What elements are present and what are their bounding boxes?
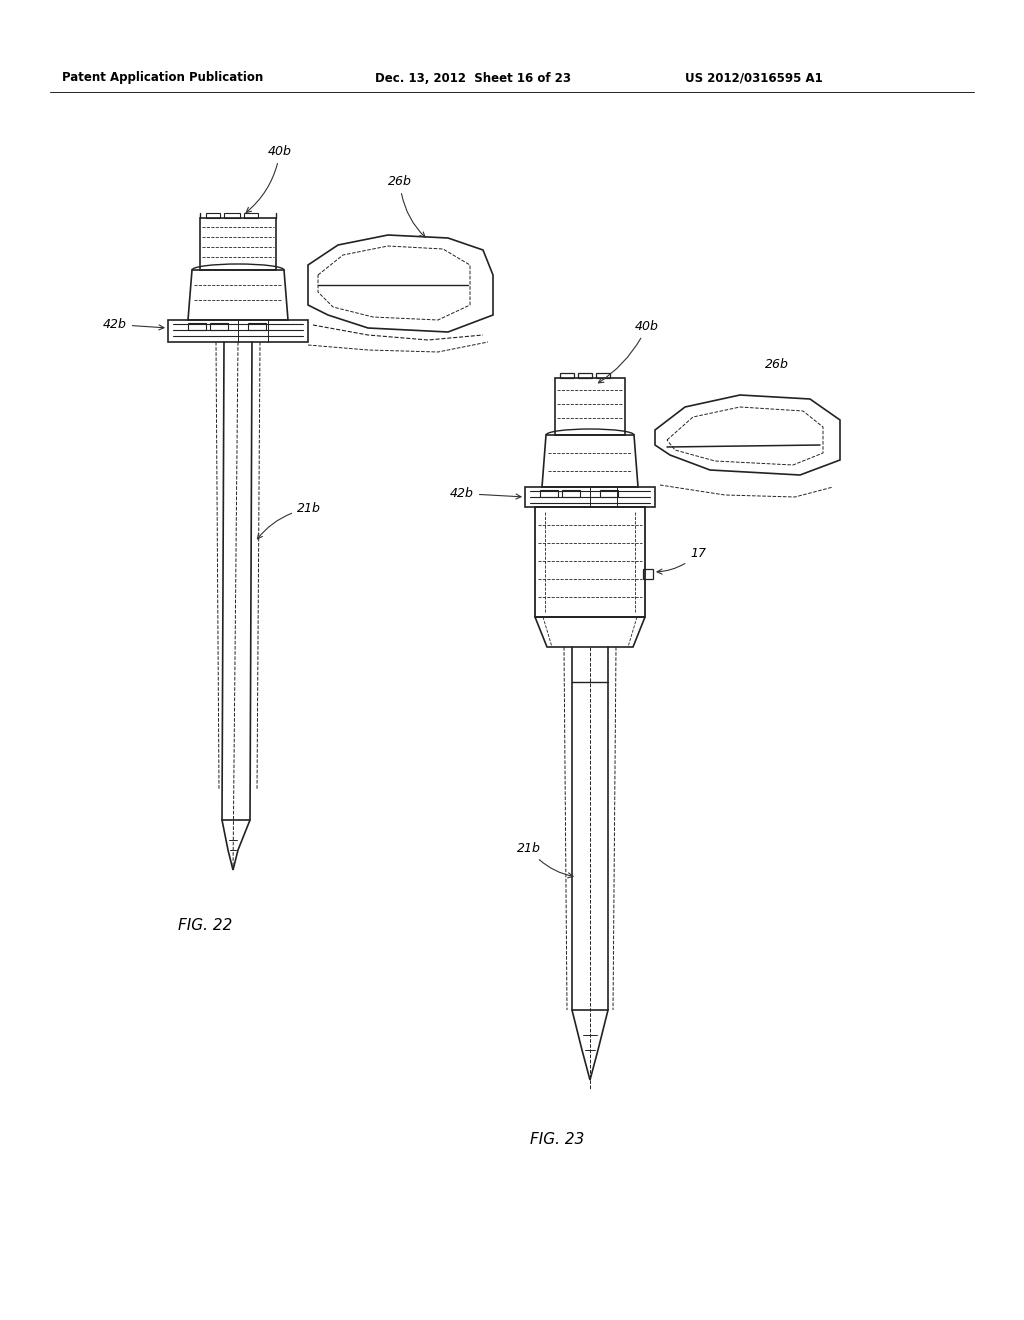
Text: Dec. 13, 2012  Sheet 16 of 23: Dec. 13, 2012 Sheet 16 of 23 [375, 71, 571, 84]
Text: 42b: 42b [450, 487, 521, 500]
Text: FIG. 22: FIG. 22 [178, 917, 232, 932]
Text: 40b: 40b [598, 319, 658, 383]
Text: 17: 17 [657, 546, 706, 574]
Text: 21b: 21b [257, 502, 321, 539]
Text: 26b: 26b [765, 359, 788, 371]
Text: 21b: 21b [517, 842, 573, 878]
Text: Patent Application Publication: Patent Application Publication [62, 71, 263, 84]
Text: FIG. 23: FIG. 23 [530, 1133, 585, 1147]
Text: US 2012/0316595 A1: US 2012/0316595 A1 [685, 71, 822, 84]
Text: 26b: 26b [388, 176, 425, 238]
Text: 42b: 42b [103, 318, 164, 331]
Text: 40b: 40b [246, 145, 292, 213]
